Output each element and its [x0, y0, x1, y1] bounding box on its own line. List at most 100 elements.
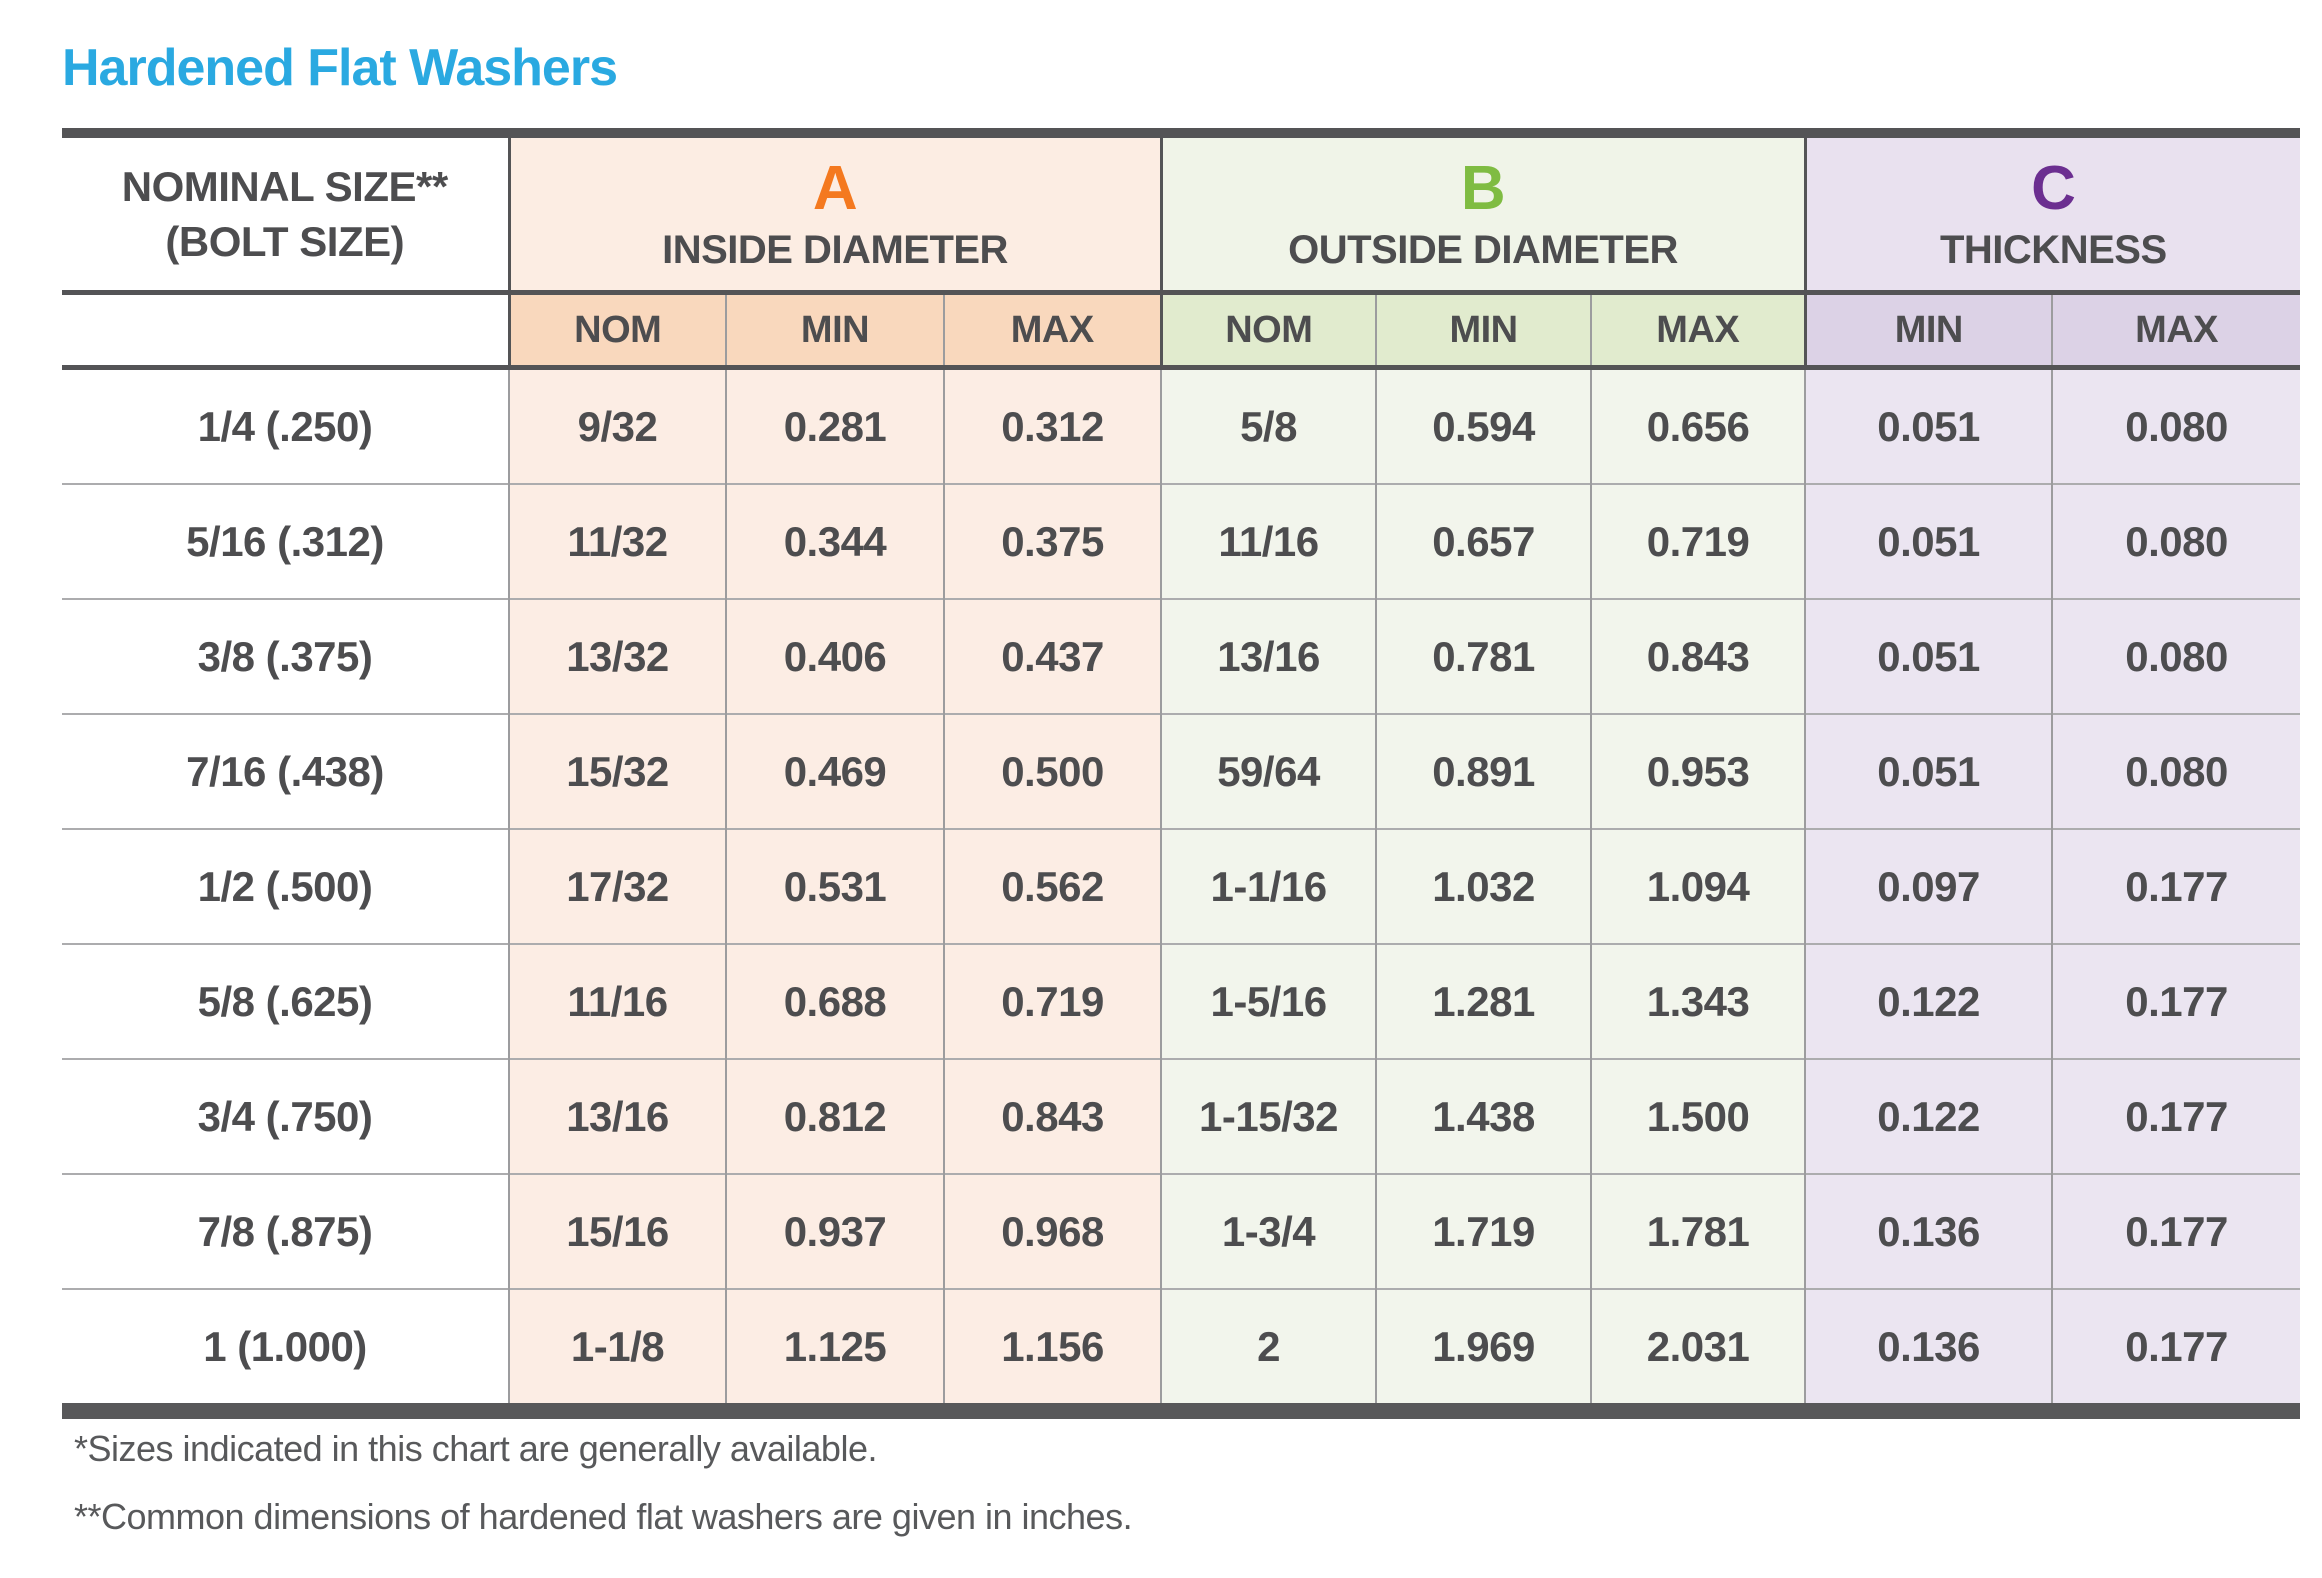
group-header-b: B OUTSIDE DIAMETER: [1159, 128, 1806, 295]
value-cell: 0.469: [725, 713, 944, 829]
value-cell: 15/16: [508, 1173, 726, 1289]
value-cell: 1-1/16: [1160, 828, 1377, 944]
value-cell: 0.594: [1375, 366, 1592, 484]
value-cell: 0.281: [725, 366, 944, 484]
value-cell: 0.375: [942, 483, 1162, 599]
group-letter-b: B: [1460, 154, 1506, 224]
value-cell: 0.500: [942, 713, 1162, 829]
size-cell: 7/16 (.438): [62, 713, 509, 829]
value-cell: 1.094: [1590, 828, 1806, 944]
value-cell: 0.812: [725, 1058, 944, 1174]
value-cell: 1-3/4: [1160, 1173, 1377, 1289]
value-cell: 0.136: [1804, 1173, 2053, 1289]
sub-header-c-min: MIN: [1803, 292, 2053, 370]
value-cell: 0.177: [2051, 1058, 2301, 1174]
value-cell: 1.032: [1375, 828, 1592, 944]
value-cell: 1-1/8: [508, 1288, 726, 1419]
value-cell: 0.312: [942, 366, 1162, 484]
table-row: 1 (1.000) 1-1/8 1.125 1.156 2 1.969 2.03…: [62, 1288, 2301, 1419]
value-cell: 11/32: [508, 483, 726, 599]
size-cell: 1/2 (.500): [62, 828, 509, 944]
group-letter-c: C: [2031, 154, 2076, 224]
group-header-row: NOMINAL SIZE** (BOLT SIZE) A INSIDE DIAM…: [62, 128, 2301, 295]
value-cell: 0.437: [942, 598, 1162, 714]
value-cell: 1.719: [1375, 1173, 1592, 1289]
sub-header-b-min: MIN: [1375, 292, 1592, 370]
value-cell: 0.891: [1375, 713, 1592, 829]
value-cell: 1.781: [1590, 1173, 1806, 1289]
value-cell: 0.688: [725, 943, 944, 1059]
table-row: 5/8 (.625) 11/16 0.688 0.719 1-5/16 1.28…: [62, 943, 2301, 1059]
value-cell: 0.531: [725, 828, 944, 944]
value-cell: 9/32: [508, 366, 726, 484]
corner-header: NOMINAL SIZE** (BOLT SIZE): [62, 128, 509, 295]
value-cell: 0.051: [1804, 366, 2053, 484]
footnotes: *Sizes indicated in this chart are gener…: [74, 1428, 1133, 1564]
value-cell: 1.125: [725, 1288, 944, 1419]
table-row: 5/16 (.312) 11/32 0.344 0.375 11/16 0.65…: [62, 483, 2301, 599]
value-cell: 2: [1160, 1288, 1377, 1419]
group-label-c: THICKNESS: [1939, 227, 2167, 272]
value-cell: 0.080: [2051, 483, 2301, 599]
value-cell: 13/16: [508, 1058, 726, 1174]
value-cell: 13/32: [508, 598, 726, 714]
value-cell: 0.051: [1804, 483, 2053, 599]
sub-header-a-min: MIN: [725, 292, 944, 370]
value-cell: 1.156: [942, 1288, 1162, 1419]
page-title: Hardened Flat Washers: [62, 39, 618, 97]
value-cell: 17/32: [508, 828, 726, 944]
sub-header-c-max: MAX: [2051, 292, 2301, 370]
value-cell: 0.953: [1590, 713, 1806, 829]
value-cell: 0.080: [2051, 598, 2301, 714]
size-cell: 3/4 (.750): [62, 1058, 509, 1174]
value-cell: 0.080: [2051, 713, 2301, 829]
table-row: 3/4 (.750) 13/16 0.812 0.843 1-15/32 1.4…: [62, 1058, 2301, 1174]
value-cell: 1.281: [1375, 943, 1592, 1059]
table-row: 3/8 (.375) 13/32 0.406 0.437 13/16 0.781…: [62, 598, 2301, 714]
value-cell: 13/16: [1160, 598, 1377, 714]
size-cell: 5/16 (.312): [62, 483, 509, 599]
value-cell: 0.122: [1804, 943, 2053, 1059]
value-cell: 0.344: [725, 483, 944, 599]
value-cell: 5/8: [1160, 366, 1377, 484]
value-cell: 0.177: [2051, 1288, 2301, 1419]
value-cell: 0.051: [1804, 713, 2053, 829]
value-cell: 1-15/32: [1160, 1058, 1377, 1174]
group-label-a: INSIDE DIAMETER: [662, 227, 1008, 272]
value-cell: 0.051: [1804, 598, 2053, 714]
value-cell: 0.177: [2051, 1173, 2301, 1289]
value-cell: 15/32: [508, 713, 726, 829]
value-cell: 59/64: [1160, 713, 1377, 829]
value-cell: 0.097: [1804, 828, 2053, 944]
value-cell: 0.937: [725, 1173, 944, 1289]
value-cell: 0.080: [2051, 366, 2301, 484]
value-cell: 0.136: [1804, 1288, 2053, 1419]
sub-header-b-max: MAX: [1590, 292, 1806, 370]
value-cell: 11/16: [508, 943, 726, 1059]
value-cell: 0.843: [1590, 598, 1806, 714]
value-cell: 0.177: [2051, 943, 2301, 1059]
sub-header-row: NOM MIN MAX NOM MIN MAX MIN MAX: [62, 292, 2301, 370]
value-cell: 11/16: [1160, 483, 1377, 599]
sub-header-a-max: MAX: [942, 292, 1162, 370]
value-cell: 0.406: [725, 598, 944, 714]
sub-header-b-nom: NOM: [1159, 292, 1377, 370]
size-cell: 1 (1.000): [62, 1288, 509, 1419]
footnote-general-availability: *Sizes indicated in this chart are gener…: [74, 1428, 877, 1469]
value-cell: 0.177: [2051, 828, 2301, 944]
sub-header-empty: [62, 292, 509, 370]
table-row: 7/8 (.875) 15/16 0.937 0.968 1-3/4 1.719…: [62, 1173, 2301, 1289]
sub-header-a-nom: NOM: [507, 292, 726, 370]
size-cell: 5/8 (.625): [62, 943, 509, 1059]
group-header-a: A INSIDE DIAMETER: [507, 128, 1162, 295]
value-cell: 0.719: [942, 943, 1162, 1059]
value-cell: 2.031: [1590, 1288, 1806, 1419]
value-cell: 1.438: [1375, 1058, 1592, 1174]
group-label-b: OUTSIDE DIAMETER: [1288, 227, 1678, 272]
value-cell: 1.343: [1590, 943, 1806, 1059]
value-cell: 0.657: [1375, 483, 1592, 599]
group-header-c: C THICKNESS: [1803, 128, 2301, 295]
size-cell: 3/8 (.375): [62, 598, 509, 714]
size-cell: 1/4 (.250): [62, 366, 509, 484]
value-cell: 0.843: [942, 1058, 1162, 1174]
